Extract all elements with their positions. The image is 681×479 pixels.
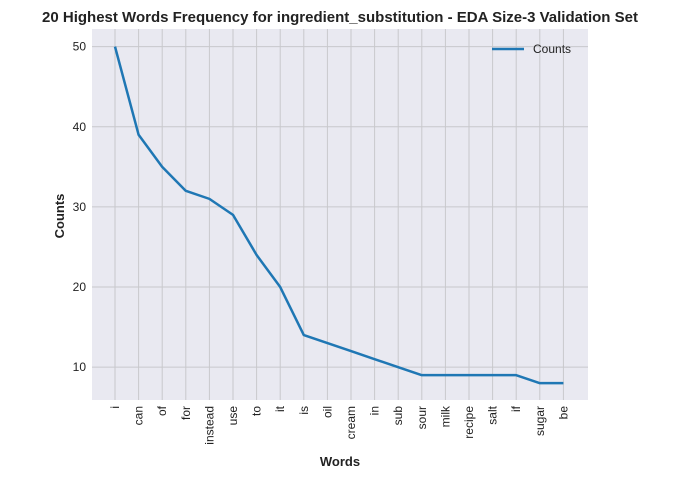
tick-labels: i can of for instead use to it is oil cream in sub so… — [73, 40, 571, 445]
x-tick-label: of — [155, 405, 169, 416]
series-line-counts — [113, 46, 564, 385]
x-tick-label: is — [297, 406, 311, 415]
x-tick-label: oil — [320, 406, 334, 418]
x-tick-label: it — [273, 405, 287, 412]
x-tick-label: recipe — [462, 406, 476, 439]
grid-lines — [92, 29, 588, 400]
plot-background — [92, 29, 588, 400]
y-tick-label: 40 — [73, 120, 87, 134]
x-tick-label: be — [556, 406, 570, 420]
legend: Counts — [492, 42, 571, 56]
x-tick-label: if — [509, 405, 523, 412]
x-tick-label: to — [250, 406, 264, 416]
x-tick-label: sugar — [533, 406, 547, 436]
x-tick-label: in — [368, 406, 382, 415]
y-tick-label: 50 — [73, 40, 87, 54]
x-tick-label: instead — [202, 406, 216, 445]
x-tick-label: milk — [438, 405, 452, 427]
y-tick-label: 30 — [73, 200, 87, 214]
chart-title: 20 Highest Words Frequency for ingredien… — [42, 9, 638, 26]
x-tick-label: cream — [344, 406, 358, 439]
x-tick-label: i — [108, 406, 122, 409]
series-layer — [113, 46, 564, 385]
y-axis-label: Counts — [52, 194, 67, 239]
x-tick-label: use — [226, 406, 240, 426]
y-tick-label: 10 — [73, 360, 87, 374]
x-tick-label: can — [132, 406, 146, 425]
x-tick-label: sour — [415, 406, 429, 429]
x-tick-label: sub — [391, 406, 405, 426]
x-tick-label: salt — [486, 405, 500, 424]
legend-label-counts: Counts — [533, 42, 571, 56]
y-tick-label: 20 — [73, 280, 87, 294]
x-tick-label: for — [179, 406, 193, 420]
x-axis-label: Words — [320, 454, 360, 469]
